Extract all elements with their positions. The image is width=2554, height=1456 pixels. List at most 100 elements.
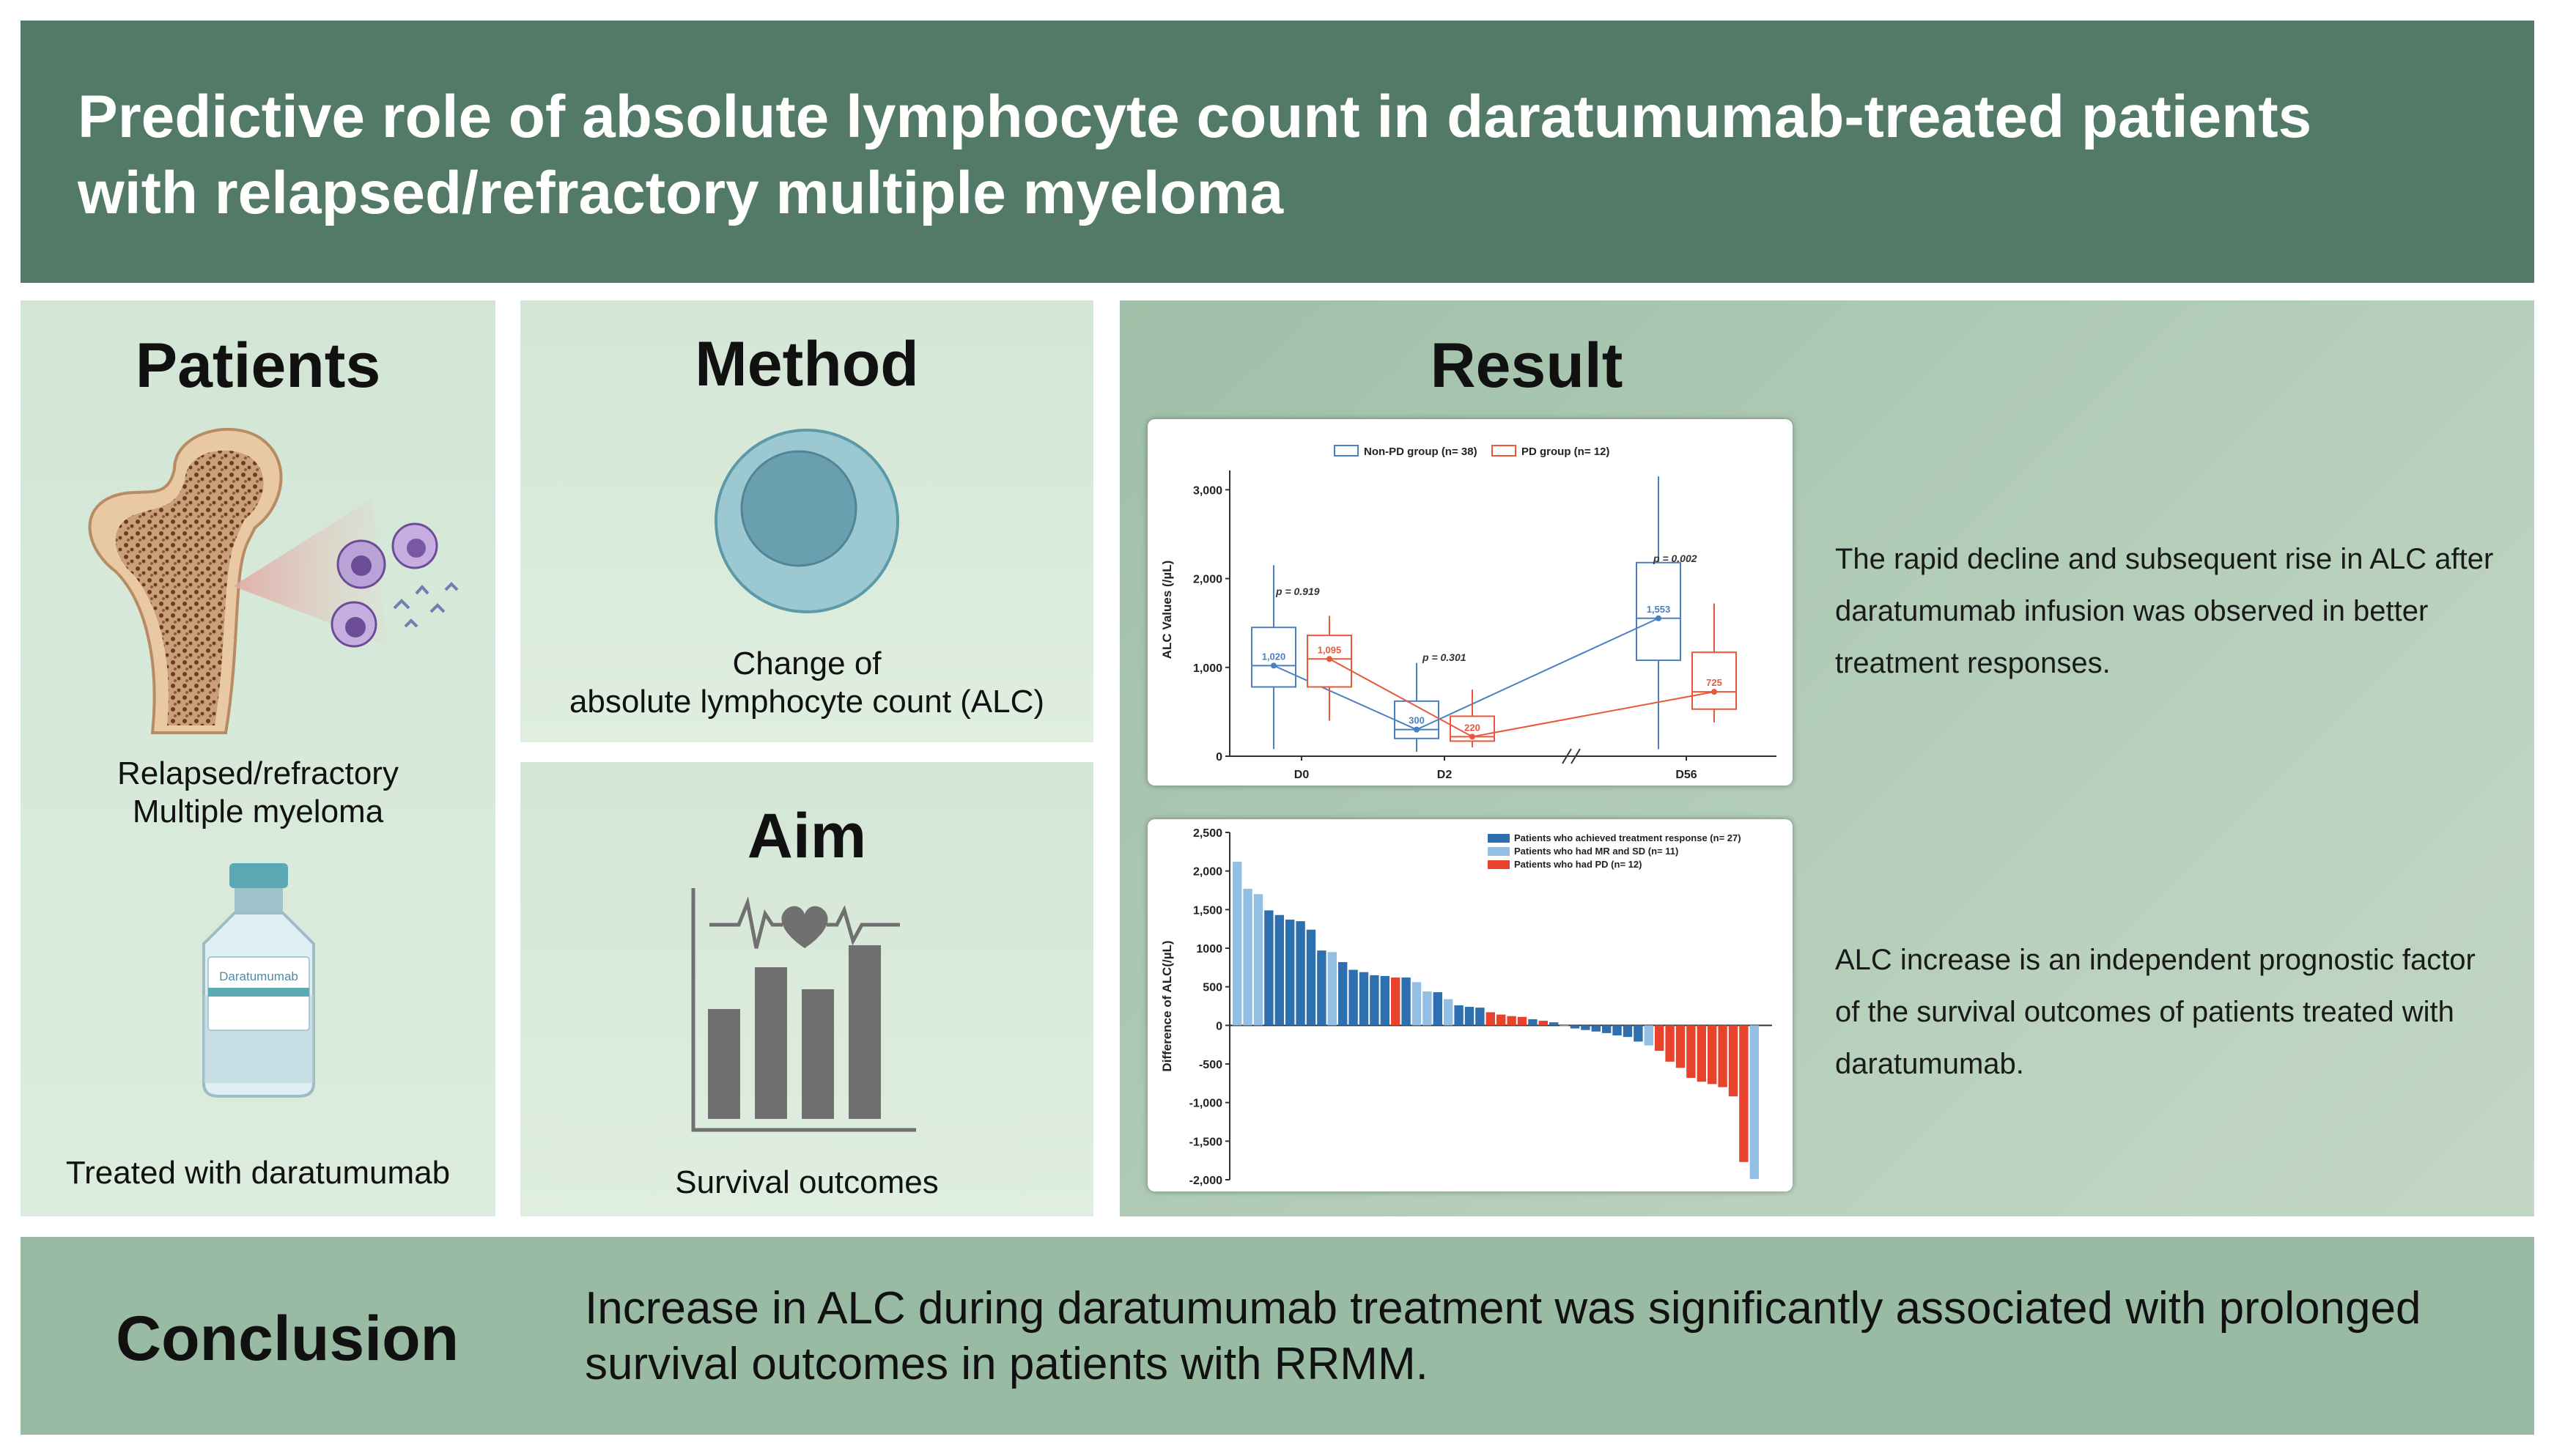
title-line-1: Predictive role of absolute lymphocyte c… <box>78 84 2312 150</box>
conclusion-line-2: survival outcomes in patients with RRMM. <box>585 1339 1428 1389</box>
legend-swatch <box>1334 445 1359 457</box>
legend-swatch <box>1488 860 1510 869</box>
conclusion-text: Increase in ALC during daratumumab treat… <box>585 1281 2527 1392</box>
x-tick-label: D56 <box>1675 769 1697 781</box>
waterfall-bar <box>1528 1019 1538 1026</box>
header-banner: Predictive role of absolute lymphocyte c… <box>21 21 2534 283</box>
median-point <box>1469 733 1475 740</box>
patients-treatment-caption: Treated with daratumumab <box>65 1155 451 1191</box>
waterfall-bar <box>1264 910 1274 1026</box>
y-tick-label: 2,000 <box>1193 574 1222 586</box>
waterfall-bar <box>1348 969 1358 1026</box>
legend-label: PD group (n= 12) <box>1521 446 1609 458</box>
y-tick-label: 1,000 <box>1193 662 1222 675</box>
waterfall-bar <box>1391 978 1400 1026</box>
waterfall-bar <box>1338 961 1348 1026</box>
y-tick-label: -500 <box>1199 1059 1222 1071</box>
waterfall-bar <box>1433 992 1442 1026</box>
box-d2-non-pd: 300 <box>1394 662 1439 752</box>
waterfall-bar <box>1306 929 1316 1026</box>
y-tick-label: 500 <box>1203 982 1222 994</box>
conclusion-line-1: Increase in ALC during daratumumab treat… <box>585 1283 2421 1334</box>
waterfall-bar <box>1634 1025 1643 1042</box>
waterfall-bar <box>1655 1025 1664 1052</box>
x-tick-label: D2 <box>1437 769 1453 781</box>
y-axis-title: Difference of ALC(/µL) <box>1160 940 1174 1071</box>
waterfall-bar <box>1444 999 1453 1026</box>
legend-label: Non-PD group (n= 38) <box>1364 446 1477 458</box>
waterfall-bar <box>1623 1025 1633 1038</box>
y-axis-title: ALC Values (/µL) <box>1160 561 1174 659</box>
box-d0-non-pd: 1,020 <box>1251 565 1296 750</box>
patients-panel: Patients Relapsed/r <box>21 300 495 1216</box>
patients-condition-line-2: Multiple myeloma <box>132 794 384 829</box>
waterfall-bar <box>1686 1025 1696 1078</box>
waterfall-bar <box>1538 1021 1548 1026</box>
median-point <box>1656 615 1661 621</box>
waterfall-bar <box>1454 1005 1464 1026</box>
y-tick-label: -2,000 <box>1189 1175 1222 1187</box>
box-median-label: 1,553 <box>1647 604 1671 615</box>
heartbeat-bar-chart-icon <box>691 888 916 1132</box>
waterfall-bar <box>1570 1025 1580 1029</box>
waterfall-bar <box>1253 894 1263 1026</box>
median-point <box>1414 726 1420 733</box>
conclusion-panel: Conclusion Increase in ALC during daratu… <box>21 1237 2534 1435</box>
y-tick-label: 1000 <box>1196 943 1222 956</box>
waterfall-bar <box>1739 1025 1749 1162</box>
waterfall-bar <box>1274 914 1284 1026</box>
legend-label: Patients who had MR and SD (n= 11) <box>1514 846 1678 857</box>
waterfall-bar <box>1612 1025 1622 1036</box>
waterfall-bar <box>1464 1007 1475 1026</box>
aim-title: Aim <box>747 801 867 871</box>
y-tick-label: 0 <box>1216 1020 1222 1032</box>
waterfall-bar <box>1422 991 1432 1026</box>
y-tick-label: 3,000 <box>1193 484 1222 497</box>
box-median-label: 300 <box>1409 715 1425 726</box>
aim-caption: Survival outcomes <box>675 1164 939 1200</box>
y-tick-label: 0 <box>1216 751 1222 764</box>
waterfall-bar <box>1708 1025 1717 1084</box>
box-median-label: 1,020 <box>1262 651 1286 662</box>
waterfall-bar <box>1233 862 1242 1026</box>
waterfall-bar <box>1675 1025 1686 1068</box>
waterfall-bar <box>1644 1025 1653 1046</box>
method-caption-line-2: absolute lymphocyte count (ALC) <box>569 684 1045 720</box>
waterfall-bar <box>1718 1025 1727 1087</box>
waterfall-bar <box>1665 1025 1675 1062</box>
box-median-label: 725 <box>1706 677 1722 688</box>
axis-break-mark <box>1562 748 1572 764</box>
waterfall-bar <box>1380 975 1389 1026</box>
alc-waterfall-chart: -2,000 -1,500 -1,000 -500 0 500 1000 1,500 2,000… <box>1148 819 1793 1191</box>
method-panel: Method Change of absolute lymphocyte cou… <box>520 300 1093 742</box>
waterfall-bar <box>1749 1025 1759 1179</box>
box-d56-pd: 725 <box>1691 603 1737 723</box>
patients-condition-line-1: Relapsed/refractory <box>117 755 399 791</box>
p-value-annotation: p = 0.002 <box>1653 553 1697 564</box>
waterfall-bar <box>1370 975 1379 1026</box>
alc-boxplot-chart: 0 1,000 2,000 3,000 ALC Values (/µL) D0 D2 D56 N… <box>1148 419 1793 786</box>
waterfall-bar <box>1243 888 1252 1026</box>
waterfall-bar <box>1549 1022 1559 1026</box>
waterfall-bar <box>1327 952 1337 1026</box>
axis-break-mark <box>1571 748 1581 764</box>
result-finding-1: The rapid decline and subsequent rise in… <box>1835 543 2494 679</box>
box-iqr <box>1251 627 1296 688</box>
aim-panel: Aim Survival outcomes <box>520 762 1093 1216</box>
vial-label: Daratumumab <box>219 969 298 983</box>
waterfall-bar <box>1560 1025 1569 1027</box>
box-d0-pd: 1,095 <box>1307 616 1352 721</box>
y-tick-label: -1,500 <box>1189 1136 1222 1148</box>
boxplot-svg: 0 1,000 2,000 3,000 ALC Values (/µL) D0 D2 D56 N… <box>1160 445 1776 781</box>
x-tick-label: D0 <box>1294 769 1310 781</box>
waterfall-bar <box>1507 1016 1516 1026</box>
bone-marrow-icon <box>88 428 459 734</box>
waterfall-bar <box>1485 1012 1495 1026</box>
waterfall-bar <box>1296 921 1305 1026</box>
result-finding-2: ALC increase is an independent prognosti… <box>1835 944 2476 1080</box>
legend-swatch <box>1488 847 1510 856</box>
median-point <box>1326 656 1332 662</box>
waterfall-bar <box>1697 1025 1706 1082</box>
title-line-2: with relapsed/refractory multiple myelom… <box>78 160 1284 226</box>
legend-label: Patients who had PD (n= 12) <box>1514 859 1642 870</box>
